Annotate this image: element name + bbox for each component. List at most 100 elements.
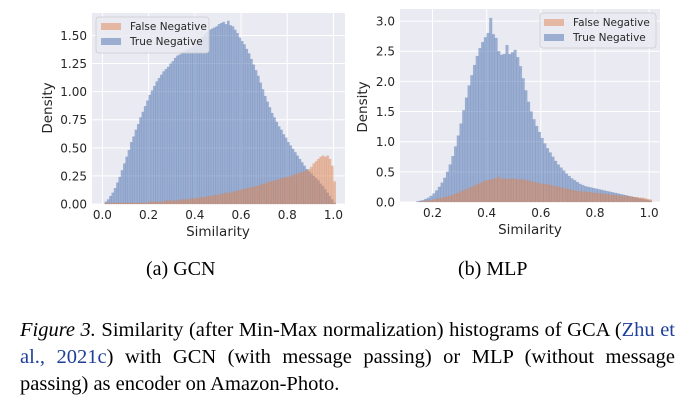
histogram-bar: [432, 199, 436, 203]
histogram-bar: [546, 184, 550, 203]
histogram-bar: [141, 111, 145, 205]
histogram-bar: [187, 48, 191, 205]
histogram-bar: [196, 198, 200, 205]
histogram-bar: [176, 55, 179, 205]
citation-link[interactable]: Zhu et al., 2021c: [20, 319, 675, 368]
series-false-negative: [104, 155, 336, 205]
histogram-bar: [611, 194, 615, 203]
histogram-bar: [565, 188, 569, 203]
histogram-bar: [470, 75, 474, 203]
histogram-bar: [324, 156, 327, 205]
histogram-bar: [521, 179, 525, 203]
histogram-bar: [132, 202, 135, 205]
histogram-bar: [222, 21, 226, 205]
histogram-bar: [183, 199, 186, 205]
histogram-bar: [310, 166, 313, 205]
y-tick-label: 0.0: [376, 196, 395, 210]
histogram-bar: [472, 185, 477, 203]
histogram-bar: [185, 199, 189, 205]
histogram-bar: [113, 188, 117, 205]
histogram-bar: [206, 31, 209, 205]
histogram-bar: [287, 176, 290, 205]
histogram-bar: [600, 193, 604, 203]
histogram-bar: [613, 195, 617, 203]
histogram-bar: [481, 181, 485, 203]
histogram-bar: [208, 195, 212, 205]
histogram-bar: [291, 174, 295, 205]
histogram-bar: [317, 158, 320, 205]
histogram-bar: [220, 193, 223, 205]
histogram-bar: [180, 199, 184, 205]
histogram-bar: [106, 202, 110, 205]
histogram-bar: [462, 190, 466, 203]
histogram-bar: [305, 170, 309, 205]
histogram-bar: [280, 177, 283, 205]
histogram-bar: [245, 48, 249, 205]
histogram-bar: [143, 106, 147, 205]
histogram-bar: [608, 194, 612, 203]
histogram-bar: [178, 199, 182, 205]
histogram-bar: [233, 191, 237, 205]
histogram-bar: [199, 38, 202, 205]
histogram-bar: [535, 182, 539, 203]
histogram-bar: [648, 199, 653, 203]
histogram-bar: [171, 200, 175, 205]
histogram-bar: [178, 54, 182, 205]
histogram-bar: [630, 196, 634, 203]
legend-swatch-true-negative: [101, 38, 121, 45]
histogram-bar: [171, 61, 175, 205]
histogram-bar: [467, 85, 471, 203]
histogram-bar: [146, 100, 149, 205]
histogram-bar: [483, 37, 487, 203]
histogram-bar: [201, 197, 205, 205]
figure-caption: Figure 3. Similarity (after Min-Max norm…: [20, 317, 675, 398]
histogram-bar: [494, 178, 498, 203]
histogram-bar: [453, 146, 458, 203]
histogram-bar: [592, 192, 596, 203]
histogram-bar: [296, 173, 299, 205]
histogram-bar: [236, 33, 239, 205]
histogram-bar: [575, 190, 579, 203]
histogram-bar: [616, 195, 620, 203]
histogram-bar: [111, 202, 115, 205]
histogram-bar: [104, 202, 108, 205]
histogram-bar: [240, 189, 244, 205]
histogram-bar: [489, 17, 493, 203]
histogram-bar: [122, 163, 126, 205]
histogram-bar: [189, 47, 193, 205]
legend-swatch-false-negative: [101, 23, 121, 30]
histogram-bar: [421, 201, 425, 203]
histogram-bar: [139, 117, 142, 205]
histogram-bar: [196, 40, 200, 205]
histogram-bar: [159, 201, 163, 205]
histogram-bar: [532, 181, 536, 203]
histogram-bar: [238, 37, 242, 205]
histogram-bar: [426, 200, 430, 203]
histogram-bar: [602, 193, 607, 203]
histogram-bar: [111, 192, 115, 205]
y-tick-label: 2.5: [376, 45, 395, 59]
x-tick-label: 0.0: [93, 208, 112, 222]
legend: False Negative True Negative: [539, 12, 657, 49]
x-axis-label: Similarity: [498, 222, 562, 238]
histogram-bar: [537, 183, 542, 203]
histogram-bar: [226, 20, 230, 205]
histogram-bar: [489, 179, 493, 203]
histogram-bar: [194, 198, 198, 205]
histogram-bar: [164, 68, 168, 205]
histogram-bar: [113, 202, 117, 205]
histogram-bar: [243, 189, 246, 205]
histogram-bar: [556, 186, 560, 203]
histogram-bar: [132, 136, 135, 205]
mlp-histogram-chart: 0.0 0.5 1.0 1.5 2.0 2.5 3.0 0.2 0.4 0.6 0.8 1.0 Si…: [355, 9, 660, 238]
x-tick-label: 0.8: [278, 208, 297, 222]
series-false-negative: [418, 176, 653, 203]
histogram-bar: [478, 48, 482, 203]
histogram-bar: [307, 168, 311, 205]
y-tick-label: 1.00: [60, 85, 87, 99]
histogram-bar: [148, 94, 152, 205]
histogram-bar: [424, 200, 428, 203]
y-tick-label: 3.0: [376, 15, 395, 29]
histogram-bar: [491, 34, 495, 203]
legend-label-false-negative: False Negative: [573, 17, 650, 29]
